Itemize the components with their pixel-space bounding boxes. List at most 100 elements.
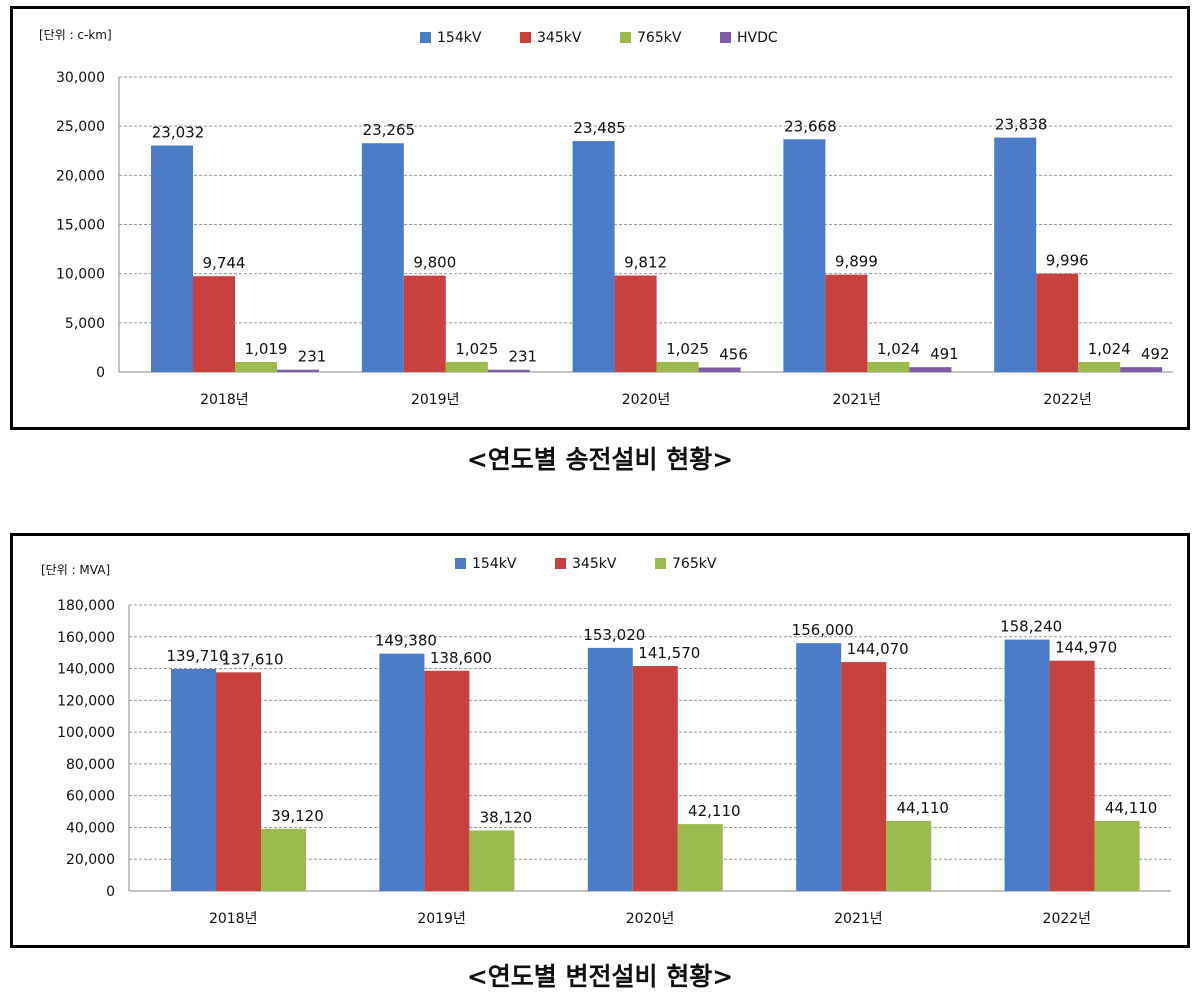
legend-swatch-1 [555,558,566,569]
bar-154kV-2019년 [379,653,425,891]
data-label: 456 [719,346,748,364]
y-tick-label: 140,000 [57,662,115,678]
legend-swatch-2 [655,558,666,569]
unit-label: [단위 : MVA] [41,563,110,577]
bar-HVDC-2022년 [1120,367,1163,372]
data-label: 144,070 [847,640,909,658]
y-tick-label: 80,000 [66,757,115,773]
data-label: 1,025 [666,340,709,358]
bar-765kV-2019년 [445,361,488,372]
bar-345kV-2022년 [1036,273,1079,372]
bar-765kV-2018년 [261,828,306,891]
data-label: 23,485 [573,119,626,137]
bar-154kV-2018년 [171,669,216,891]
bar-154kV-2022년 [1004,639,1050,891]
bar-154kV-2020년 [572,141,615,372]
data-label: 44,110 [1105,799,1158,817]
y-tick-label: 15,000 [56,218,105,234]
x-tick-label: 2021년 [833,392,882,408]
transmission-chart: [단위 : c-km] 154kV 345kV 765kV HVDC 0 5,000 10,0… [39,28,1173,408]
y-tick-label: 100,000 [57,725,115,741]
bar-345kV-2020년 [614,275,657,372]
data-label: 156,000 [792,621,854,639]
data-label: 231 [298,348,327,366]
x-tick-label: 2019년 [411,392,460,408]
x-tick-label: 2020년 [622,392,671,408]
y-tick-label: 5,000 [65,316,105,332]
bar-765kV-2022년 [1078,361,1121,372]
data-label: 149,380 [375,632,437,650]
substation-chart-panel: [단위 : MVA] 154kV 345kV 765kV 0 20,000 40,000 60… [10,533,1190,948]
data-label: 144,970 [1055,639,1117,657]
data-label: 9,996 [1046,252,1089,270]
data-label: 23,668 [784,117,837,135]
y-tick-label: 40,000 [66,820,115,836]
data-label: 138,600 [430,649,492,667]
bar-345kV-2022년 [1049,660,1095,891]
legend-label-2: 765kV [672,556,717,572]
bar-345kV-2019년 [403,275,446,372]
bar-765kV-2020년 [677,824,723,891]
data-label: 141,570 [638,644,700,662]
y-tick-label: 0 [106,884,115,900]
bar-154kV-2020년 [587,647,633,891]
bar-154kV-2021년 [796,643,842,891]
x-tick-label: 2018년 [209,911,258,927]
data-label: 1,025 [455,340,498,358]
bar-154kV-2021년 [783,139,826,372]
data-label: 231 [508,348,537,366]
bar-765kV-2022년 [1094,820,1140,891]
bar-765kV-2019년 [469,830,515,891]
data-label: 39,120 [271,807,324,825]
y-tick-label: 25,000 [56,119,105,135]
bar-HVDC-2020년 [698,367,741,372]
data-label: 137,610 [221,650,283,668]
legend-swatch-3 [720,32,731,43]
data-label: 44,110 [896,799,949,817]
transmission-chart-caption: <연도별 송전설비 현황> [466,445,734,474]
data-label: 42,110 [688,802,741,820]
bar-765kV-2018년 [235,361,277,372]
bar-345kV-2021년 [841,662,887,891]
x-tick-label: 2022년 [1043,911,1092,927]
data-label: 153,020 [583,626,645,644]
y-tick-label: 160,000 [57,630,115,646]
bar-HVDC-2018년 [277,369,319,372]
y-tick-label: 0 [96,365,105,381]
bar-765kV-2021년 [886,820,932,891]
x-tick-label: 2018년 [200,392,249,408]
legend-label-1: 345kV [537,30,582,46]
legend-label-0: 154kV [437,30,482,46]
bar-154kV-2019년 [361,143,404,372]
data-label: 492 [1141,345,1170,363]
y-tick-label: 180,000 [57,598,115,614]
data-label: 38,120 [480,808,533,826]
y-tick-label: 60,000 [66,789,115,805]
legend-swatch-1 [520,32,531,43]
legend-label-3: HVDC [737,30,778,46]
bar-345kV-2018년 [216,672,261,891]
bar-154kV-2022년 [994,137,1037,372]
legend-swatch-0 [420,32,431,43]
bar-345kV-2019년 [424,670,470,891]
data-label: 9,800 [413,254,456,272]
bar-HVDC-2019년 [487,369,530,372]
x-tick-label: 2020년 [626,911,675,927]
bar-765kV-2021년 [867,361,910,372]
legend-swatch-2 [620,32,631,43]
data-label: 1,019 [245,340,288,358]
bar-HVDC-2021년 [909,367,952,372]
y-tick-label: 30,000 [56,70,105,86]
bar-154kV-2018년 [151,145,193,372]
transmission-chart-panel: [단위 : c-km] 154kV 345kV 765kV HVDC 0 5,000 10,0… [10,6,1190,430]
legend-label-0: 154kV [472,556,517,572]
data-label: 139,710 [166,647,228,665]
x-tick-label: 2021년 [834,911,883,927]
y-tick-label: 20,000 [56,168,105,184]
y-tick-label: 10,000 [56,267,105,283]
data-label: 1,024 [1088,340,1131,358]
substation-chart-caption: <연도별 변전설비 현황> [466,962,734,991]
data-label: 1,024 [877,340,920,358]
legend-swatch-0 [455,558,466,569]
data-label: 491 [930,345,959,363]
